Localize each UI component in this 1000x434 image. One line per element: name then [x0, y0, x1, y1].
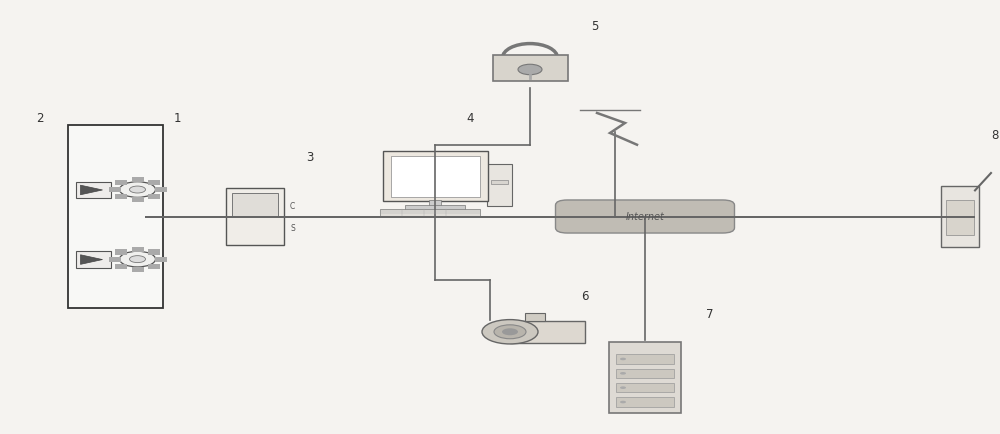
- Bar: [493, 56, 568, 82]
- Bar: [68, 126, 162, 308]
- Bar: [390, 157, 480, 197]
- Bar: [232, 193, 278, 218]
- Bar: [109, 187, 121, 193]
- Bar: [115, 250, 127, 255]
- Bar: [115, 181, 127, 186]
- Text: 7: 7: [706, 307, 714, 320]
- Bar: [616, 398, 674, 407]
- Bar: [941, 187, 979, 247]
- Circle shape: [620, 401, 626, 404]
- Text: 2: 2: [36, 112, 44, 125]
- Bar: [154, 257, 166, 262]
- Bar: [76, 252, 111, 268]
- Text: 1: 1: [173, 112, 181, 125]
- Circle shape: [620, 358, 626, 360]
- Bar: [132, 178, 144, 183]
- Bar: [380, 210, 480, 216]
- Bar: [132, 197, 144, 203]
- Bar: [115, 264, 127, 269]
- Bar: [148, 181, 160, 186]
- Bar: [115, 194, 127, 200]
- Circle shape: [130, 256, 146, 263]
- Circle shape: [120, 182, 156, 198]
- Bar: [226, 189, 284, 245]
- Bar: [382, 152, 488, 202]
- Bar: [109, 257, 121, 262]
- Bar: [429, 201, 441, 207]
- Bar: [946, 201, 974, 235]
- Circle shape: [120, 252, 156, 267]
- Circle shape: [130, 187, 146, 194]
- Bar: [76, 182, 111, 199]
- Bar: [616, 354, 674, 364]
- Text: S: S: [290, 224, 295, 232]
- FancyBboxPatch shape: [556, 201, 734, 233]
- Bar: [525, 313, 545, 321]
- Bar: [148, 194, 160, 200]
- Polygon shape: [80, 255, 103, 265]
- Text: 4: 4: [466, 112, 474, 125]
- Text: Internet: Internet: [626, 212, 664, 222]
- Circle shape: [620, 372, 626, 375]
- Polygon shape: [80, 186, 103, 195]
- Text: 6: 6: [581, 289, 589, 302]
- Circle shape: [620, 386, 626, 389]
- Bar: [132, 247, 144, 252]
- Text: 8: 8: [991, 129, 999, 142]
- Circle shape: [518, 65, 542, 76]
- Circle shape: [494, 325, 526, 339]
- Bar: [616, 383, 674, 392]
- Circle shape: [482, 320, 538, 344]
- Bar: [609, 342, 681, 413]
- Bar: [510, 321, 585, 343]
- Bar: [148, 264, 160, 269]
- Bar: [491, 181, 508, 184]
- Bar: [616, 369, 674, 378]
- Bar: [132, 267, 144, 272]
- Circle shape: [502, 329, 518, 335]
- Text: 5: 5: [591, 20, 599, 33]
- Text: C: C: [290, 202, 295, 210]
- Bar: [148, 250, 160, 255]
- Bar: [487, 165, 512, 206]
- Text: 3: 3: [306, 151, 314, 164]
- Bar: [154, 187, 166, 193]
- Bar: [405, 206, 465, 210]
